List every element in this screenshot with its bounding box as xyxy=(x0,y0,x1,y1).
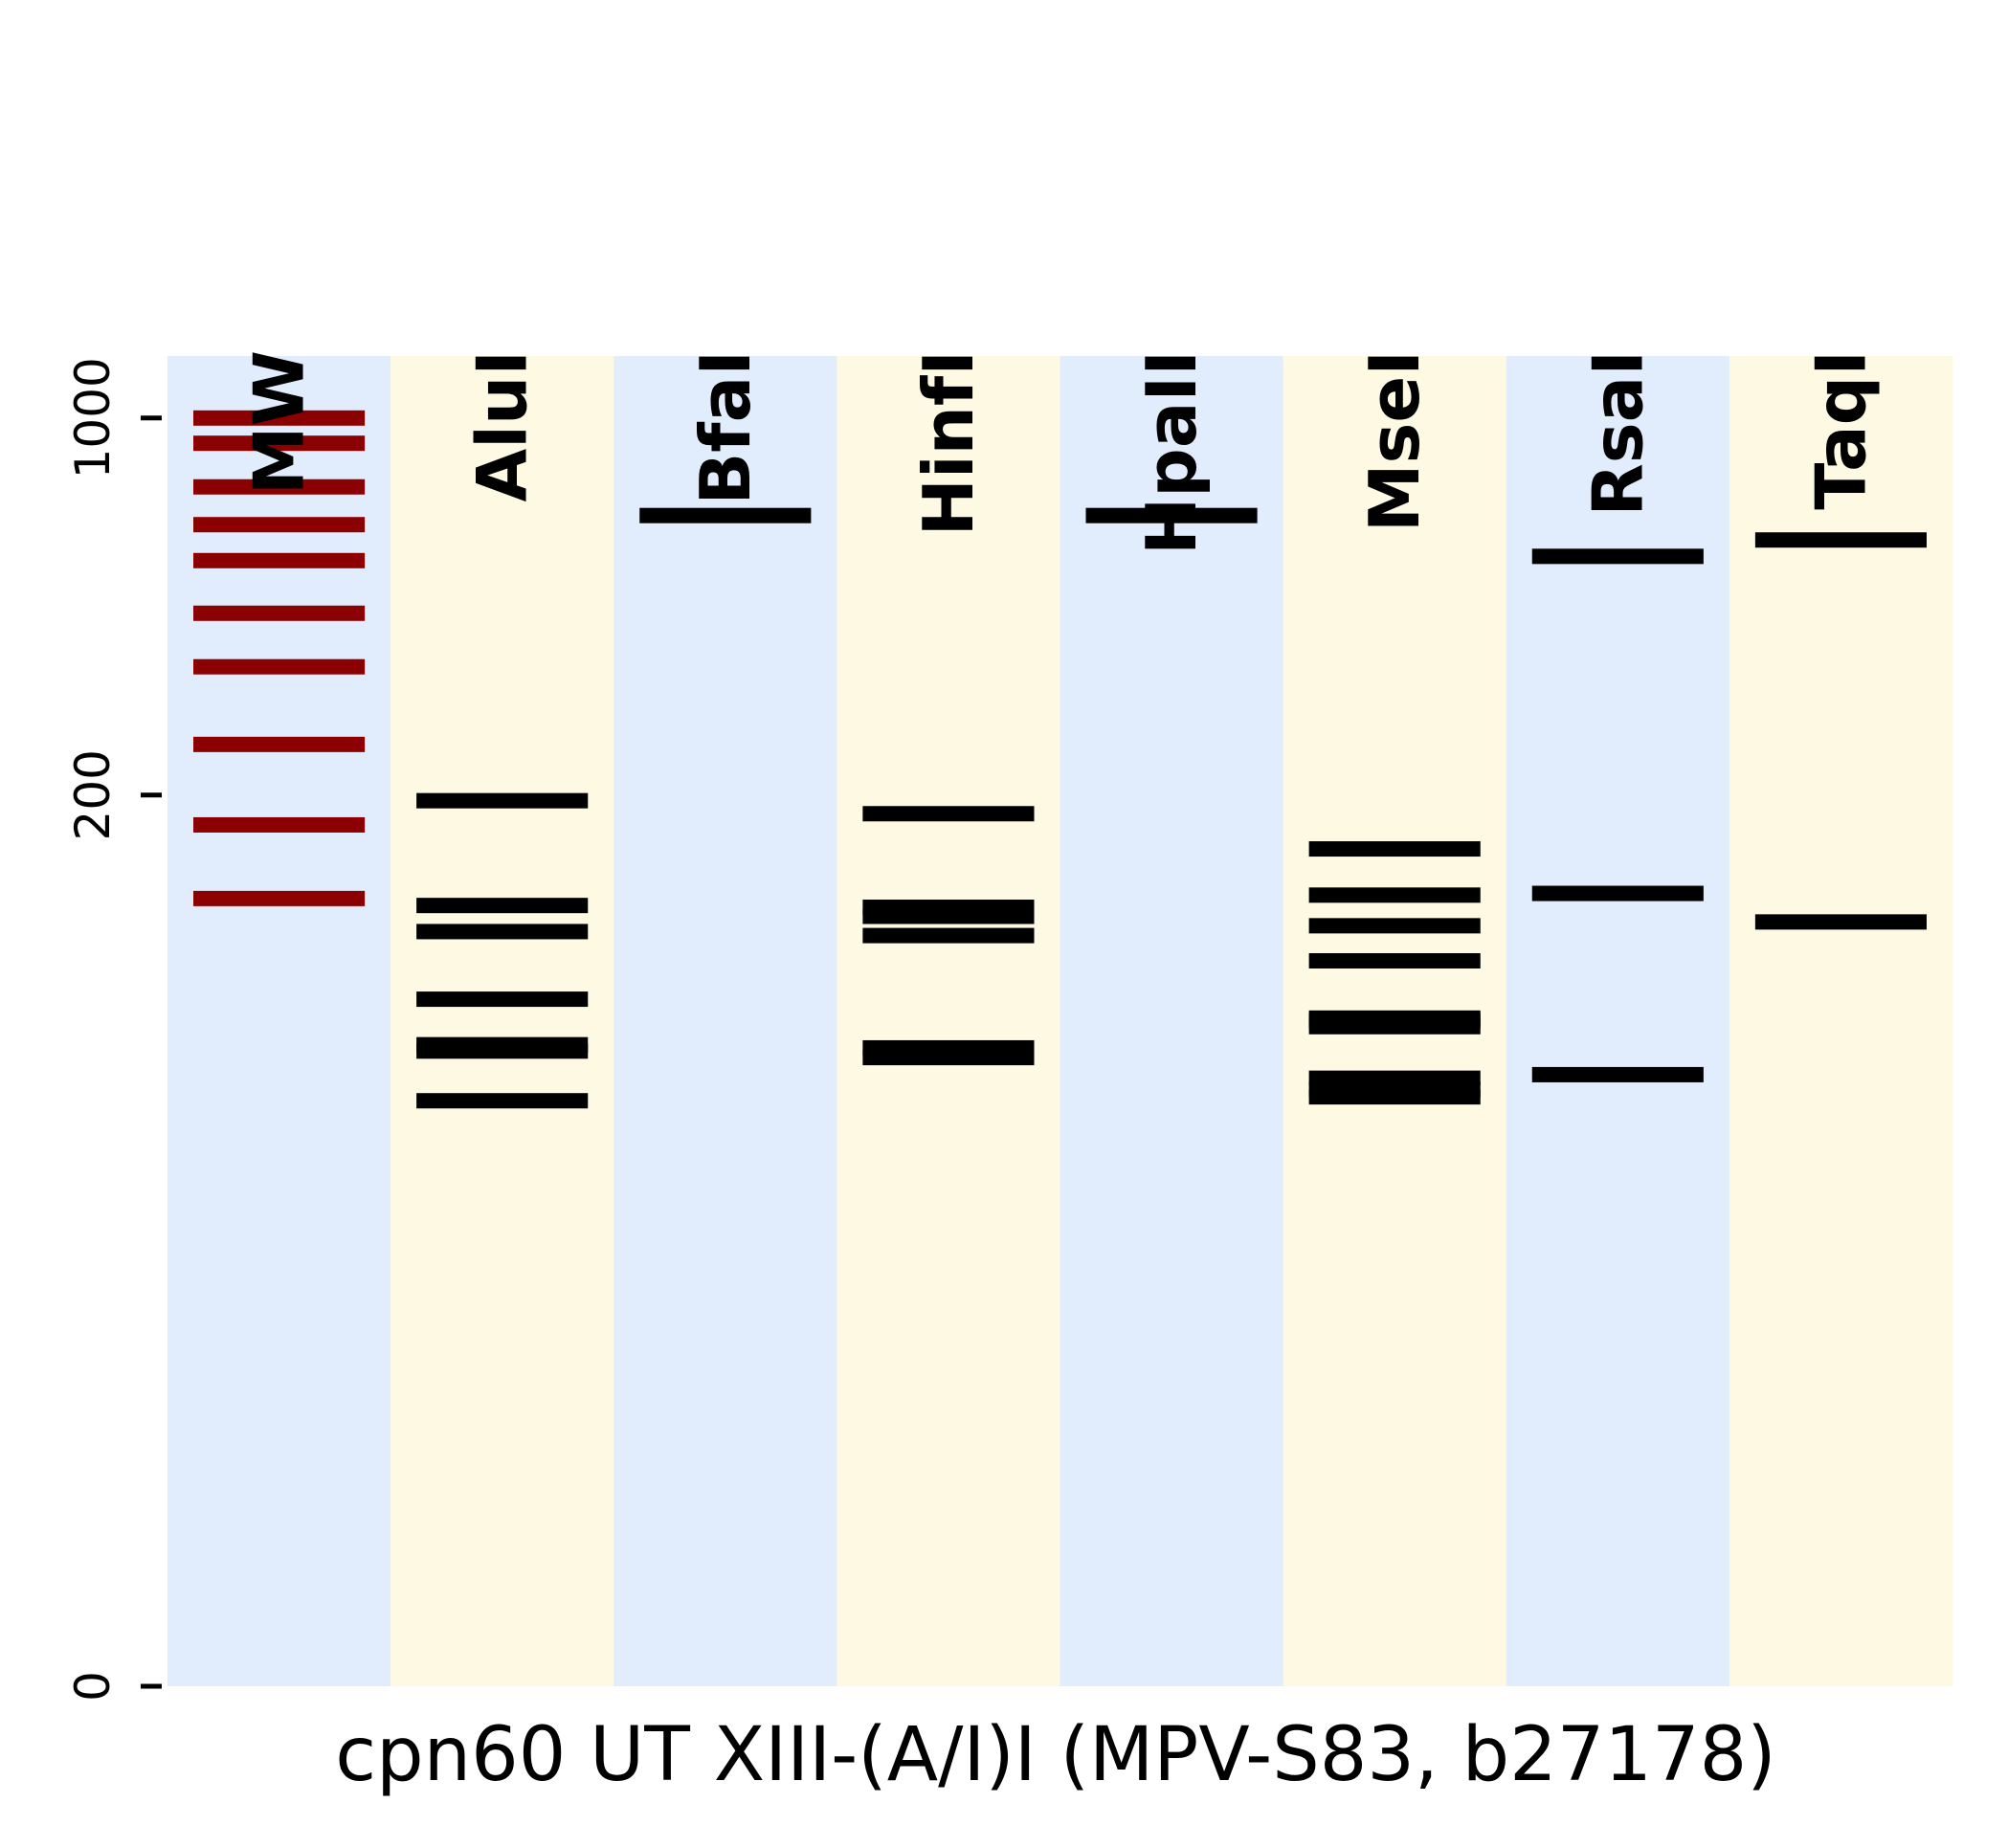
band-alui-6 xyxy=(416,1093,589,1109)
lane-labels: MW AluI BfaI HinfI HpaII MseI RsaI TaqI xyxy=(239,350,1882,555)
lane-label-hinfi: HinfI xyxy=(908,350,989,536)
lane-background-taqi xyxy=(1729,356,1953,1686)
lane-label-msei: MseI xyxy=(1354,350,1435,532)
lane-background-hpaii xyxy=(1060,356,1284,1686)
band-rsai-1 xyxy=(1531,885,1704,902)
ladder-band-mw-5 xyxy=(193,605,366,621)
lane-label-taqi: TaqI xyxy=(1800,350,1881,510)
y-tick-label-200: 200 xyxy=(65,749,121,840)
band-msei-1 xyxy=(1308,887,1481,903)
band-rsai-0 xyxy=(1531,548,1704,565)
x-axis-label: cpn60 UT XIII-(A/I)I (MPV-S83, b27178) xyxy=(335,1712,1775,1798)
band-msei-2 xyxy=(1308,918,1481,934)
band-taqi-1 xyxy=(1754,914,1927,930)
lane-background-rsai xyxy=(1506,356,1730,1686)
ladder-band-mw-7 xyxy=(193,736,366,752)
band-hinfi-0 xyxy=(862,806,1035,822)
band-msei-9 xyxy=(1308,1089,1481,1105)
band-alui-0 xyxy=(416,792,589,809)
band-msei-0 xyxy=(1308,841,1481,857)
band-alui-2 xyxy=(416,924,589,940)
lane-background-bfai xyxy=(614,356,837,1686)
ladder-band-mw-9 xyxy=(193,890,366,906)
ladder-band-mw-1 xyxy=(193,435,366,452)
lane-background-mw xyxy=(167,356,391,1686)
ladder-band-mw-4 xyxy=(193,552,366,568)
band-msei-6 xyxy=(1308,1018,1481,1035)
lane-label-rsai: RsaI xyxy=(1577,350,1658,517)
band-hinfi-2 xyxy=(862,908,1035,924)
band-alui-5 xyxy=(416,1043,589,1059)
y-axis: 0 200 1000 xyxy=(65,357,162,1702)
band-taqi-0 xyxy=(1754,532,1927,548)
lane-label-hpaii: HpaII xyxy=(1131,350,1212,555)
lane-background-hinfi xyxy=(837,356,1060,1686)
band-alui-3 xyxy=(416,991,589,1008)
ladder-band-mw-6 xyxy=(193,658,366,675)
band-msei-3 xyxy=(1308,952,1481,969)
band-bfai-0 xyxy=(639,507,812,523)
lane-background-alui xyxy=(390,356,614,1686)
ladder-band-mw-0 xyxy=(193,410,366,426)
ladder-band-mw-8 xyxy=(193,816,366,833)
band-hpaii-0 xyxy=(1085,507,1258,523)
ladder-band-mw-2 xyxy=(193,479,366,495)
lane-label-bfai: BfaI xyxy=(685,350,766,505)
lane-label-mw: MW xyxy=(239,350,320,495)
band-rsai-2 xyxy=(1531,1066,1704,1082)
ladder-band-mw-3 xyxy=(193,517,366,533)
lane-label-alui: AluI xyxy=(462,350,543,501)
bands xyxy=(193,410,1927,1109)
band-hinfi-5 xyxy=(862,1050,1035,1066)
y-tick-label-1000: 1000 xyxy=(65,357,121,479)
y-tick-label-0: 0 xyxy=(65,1671,121,1702)
band-alui-1 xyxy=(416,898,589,914)
band-hinfi-3 xyxy=(862,927,1035,944)
